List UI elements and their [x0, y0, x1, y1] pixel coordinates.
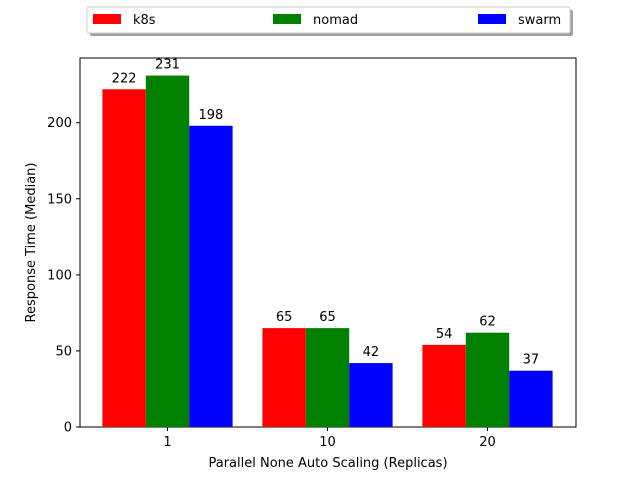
bar-value-label: 65 [319, 310, 336, 325]
y-tick-label: 200 [47, 116, 72, 131]
bar-value-label: 62 [479, 315, 496, 330]
bar-value-label: 42 [363, 345, 380, 360]
bar-value-label: 198 [198, 108, 223, 123]
legend-swatch-nomad [273, 14, 301, 24]
legend-label-nomad: nomad [313, 13, 358, 28]
legend: k8s nomad swarm [86, 6, 573, 36]
x-tick-label: 20 [479, 435, 496, 450]
y-axis-label: Response Time (Median) [24, 163, 39, 323]
bar-nomad-1 [145, 75, 190, 427]
x-tick-label: 1 [163, 435, 171, 450]
legend-label-k8s: k8s [133, 13, 156, 28]
bar-value-label: 65 [276, 310, 293, 325]
bar-labels-group: 222 231 198 65 65 42 54 62 37 [112, 58, 539, 368]
legend-box [86, 6, 571, 34]
bars-group [102, 75, 553, 427]
bar-value-label: 222 [112, 71, 137, 86]
bar-value-label: 37 [523, 353, 540, 368]
legend-swatch-swarm [478, 14, 506, 24]
x-axis: 1 10 20 [163, 427, 496, 450]
bar-value-label: 54 [436, 327, 453, 342]
y-tick-label: 50 [55, 344, 72, 359]
bar-k8s-20 [422, 344, 466, 427]
legend-label-swarm: swarm [518, 13, 561, 28]
bar-nomad-20 [465, 332, 510, 427]
bar-value-label: 231 [155, 58, 180, 73]
bar-swarm-1 [189, 125, 233, 427]
bar-k8s-10 [262, 328, 306, 427]
bar-swarm-10 [349, 363, 393, 427]
y-tick-label: 100 [47, 268, 72, 283]
x-tick-label: 10 [319, 435, 336, 450]
y-tick-label: 150 [47, 192, 72, 207]
x-axis-label: Parallel None Auto Scaling (Replicas) [208, 456, 447, 471]
bar-k8s-1 [102, 89, 146, 427]
bar-nomad-10 [305, 328, 350, 427]
legend-swatch-k8s [93, 14, 121, 24]
y-axis: 0 50 100 150 200 [47, 116, 80, 436]
bar-swarm-20 [509, 370, 553, 427]
y-tick-label: 0 [64, 421, 72, 436]
